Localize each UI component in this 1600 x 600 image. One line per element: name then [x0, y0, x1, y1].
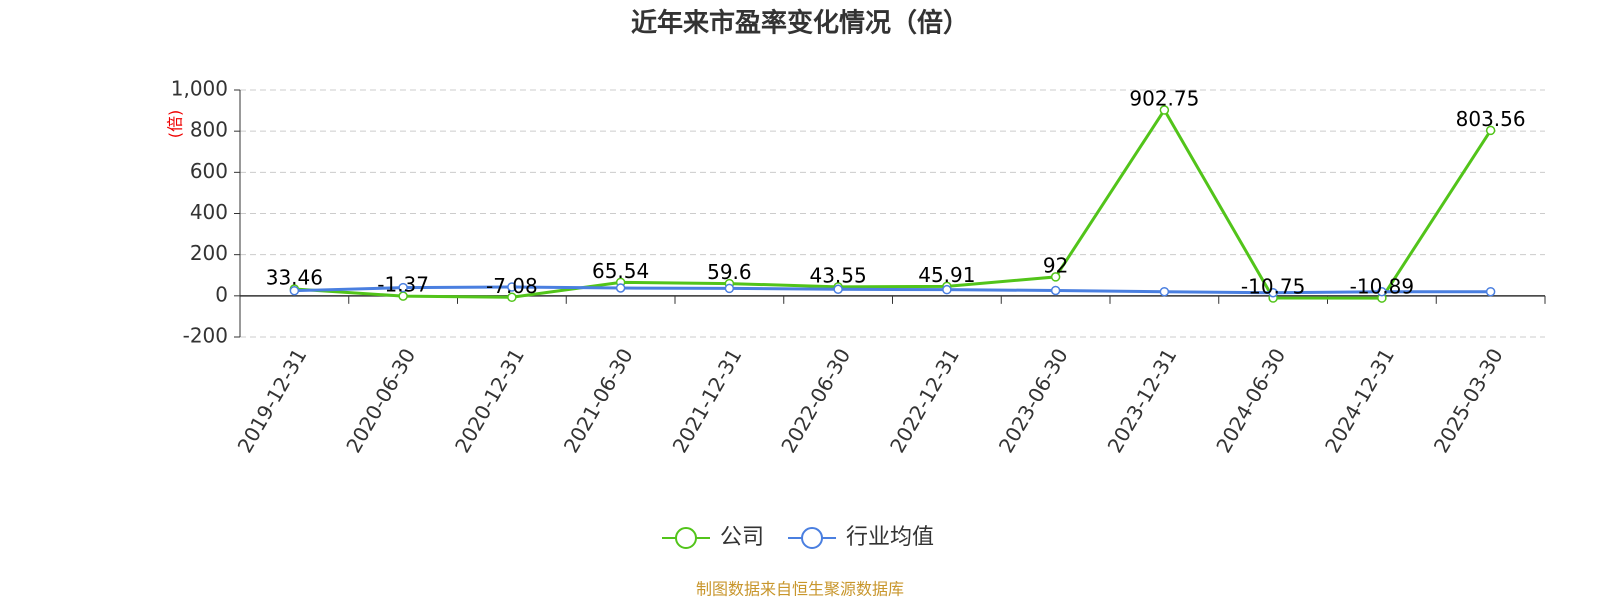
- legend-label: 公司: [720, 525, 764, 550]
- data-label: 92: [1043, 253, 1068, 277]
- data-point: [1268, 287, 1278, 298]
- data-label: 43.55: [809, 263, 866, 287]
- series-line: [294, 107, 1492, 300]
- legend: 公司 行业均值: [662, 525, 934, 550]
- y-tick-label: 0: [215, 282, 228, 306]
- data-point: [1377, 286, 1387, 297]
- x-tick-label: 2020-12-31: [450, 344, 529, 457]
- x-tick-label: 2023-12-31: [1103, 344, 1182, 457]
- data-point: [615, 283, 626, 293]
- x-tick-label: 2023-06-30: [994, 344, 1073, 457]
- x-tick-label: 2022-12-31: [885, 344, 964, 457]
- data-label: 803.56: [1456, 107, 1526, 131]
- data-point: [1159, 286, 1170, 297]
- y-tick-label: 400: [190, 200, 228, 224]
- data-point: [398, 282, 408, 293]
- y-axis-label: (倍): [166, 110, 185, 139]
- data-label: -10.89: [1350, 275, 1414, 299]
- data-label: 33.46: [266, 265, 323, 289]
- y-tick-label: 200: [190, 241, 228, 265]
- x-tick-label: 2024-12-31: [1320, 344, 1399, 457]
- data-point: [1050, 285, 1061, 296]
- x-tick-label: 2025-03-30: [1429, 344, 1508, 457]
- data-label: -7.08: [486, 274, 538, 298]
- x-tick-label: 2021-12-31: [668, 344, 747, 457]
- source-note: 制图数据来自恒生聚源数据库: [696, 580, 904, 599]
- legend-marker: [801, 527, 824, 549]
- y-tick-label: 800: [190, 118, 228, 142]
- series-line: [294, 285, 1491, 295]
- data-point: [1050, 272, 1061, 282]
- data-point: [1485, 286, 1496, 297]
- data-label: 65.54: [592, 259, 649, 283]
- y-tick-label: -200: [183, 324, 228, 348]
- x-tick-label: 2020-06-30: [341, 344, 420, 457]
- x-tick-label: 2024-06-30: [1211, 344, 1290, 457]
- y-tick-label: 1,000: [171, 77, 228, 101]
- legend-marker: [675, 527, 697, 549]
- data-point: [289, 285, 300, 296]
- y-tick-label: 600: [190, 159, 228, 183]
- data-label: -1.37: [377, 273, 429, 297]
- x-tick-label: 2019-12-31: [233, 344, 312, 457]
- data-point: [942, 284, 952, 295]
- data-point: [724, 283, 735, 294]
- data-label: 902.75: [1129, 87, 1199, 111]
- data-point: [1485, 125, 1496, 136]
- legend-label: 行业均值: [846, 525, 934, 550]
- data-point: [507, 282, 517, 292]
- data-point: [833, 284, 843, 294]
- data-label: -10.75: [1241, 275, 1305, 299]
- data-point: [1159, 105, 1170, 115]
- x-tick-label: 2021-06-30: [559, 344, 638, 457]
- data-point: [507, 292, 517, 303]
- x-tick-label: 2022-06-30: [776, 344, 855, 457]
- data-label: 59.6: [707, 260, 752, 284]
- chart-title: 近年来市盈率变化情况（倍）: [631, 8, 969, 39]
- data-label: 45.91: [918, 263, 975, 287]
